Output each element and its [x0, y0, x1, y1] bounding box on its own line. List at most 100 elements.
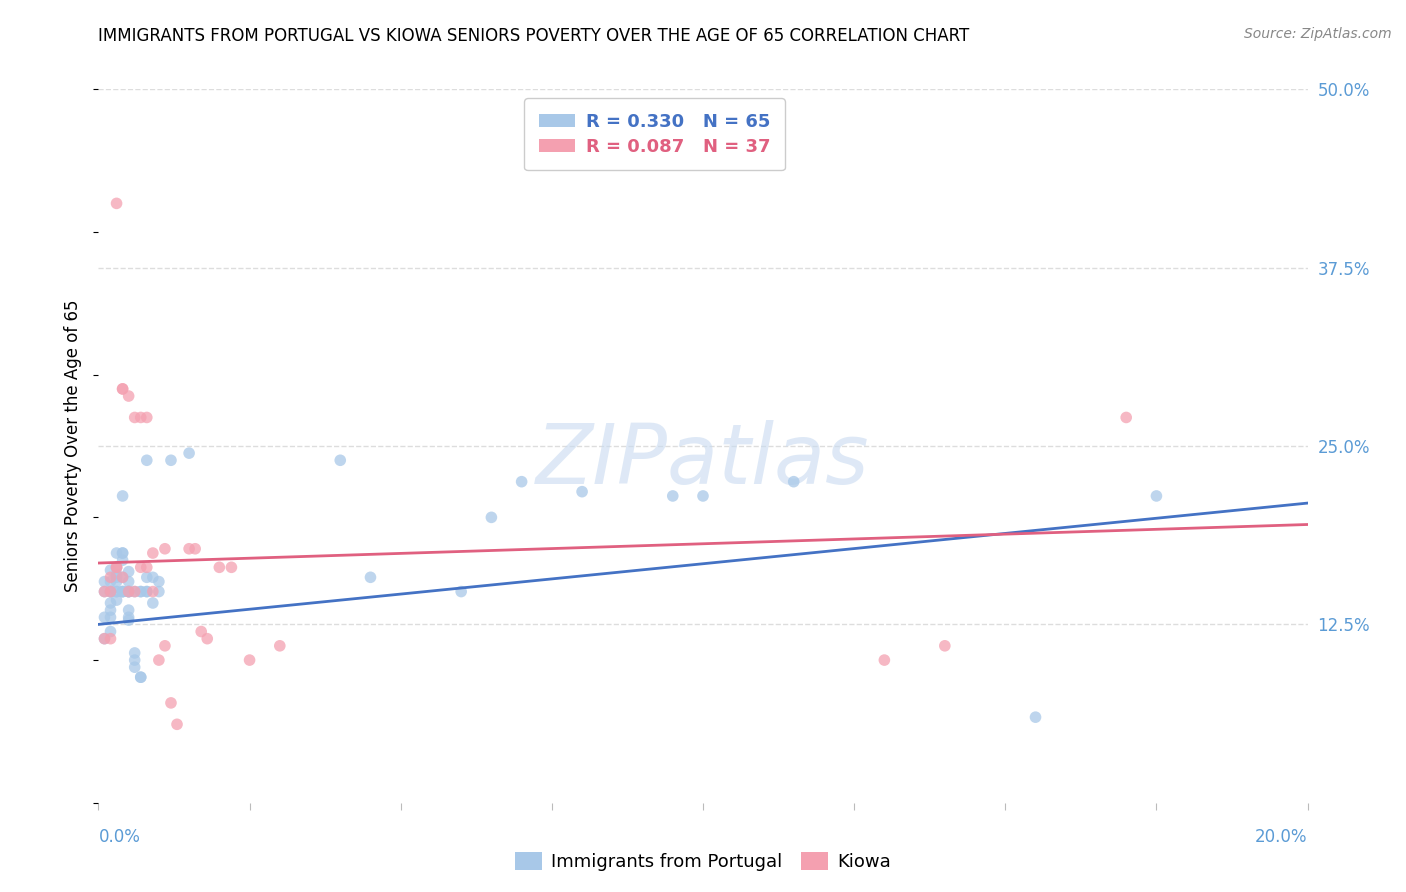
Point — [93, 584, 115, 599]
Point — [100, 563, 122, 577]
Point — [124, 410, 146, 425]
Point — [105, 560, 128, 574]
Point — [142, 584, 165, 599]
Point — [111, 570, 134, 584]
Point — [135, 453, 157, 467]
Point — [510, 475, 533, 489]
Point — [100, 596, 122, 610]
Point — [129, 670, 152, 684]
Point — [111, 584, 134, 599]
Point — [148, 584, 170, 599]
Point — [873, 653, 896, 667]
Point — [934, 639, 956, 653]
Point — [481, 510, 503, 524]
Point — [111, 489, 134, 503]
Point — [111, 382, 134, 396]
Point — [105, 560, 128, 574]
Point — [118, 584, 141, 599]
Point — [148, 574, 170, 589]
Point — [135, 410, 157, 425]
Point — [100, 584, 122, 599]
Point — [118, 574, 141, 589]
Point — [124, 584, 146, 599]
Point — [105, 567, 128, 582]
Point — [221, 560, 243, 574]
Point — [142, 596, 165, 610]
Point — [93, 632, 115, 646]
Point — [105, 546, 128, 560]
Point — [93, 574, 115, 589]
Point — [105, 584, 128, 599]
Point — [450, 584, 472, 599]
Point — [100, 570, 122, 584]
Point — [1115, 410, 1137, 425]
Point — [105, 196, 128, 211]
Point — [135, 560, 157, 574]
Point — [100, 610, 122, 624]
Point — [360, 570, 382, 584]
Point — [124, 584, 146, 599]
Point — [135, 584, 157, 599]
Point — [118, 584, 141, 599]
Point — [111, 584, 134, 599]
Point — [105, 574, 128, 589]
Point — [148, 653, 170, 667]
Point — [105, 570, 128, 584]
Point — [129, 410, 152, 425]
Point — [111, 584, 134, 599]
Point — [118, 584, 141, 599]
Text: IMMIGRANTS FROM PORTUGAL VS KIOWA SENIORS POVERTY OVER THE AGE OF 65 CORRELATION: IMMIGRANTS FROM PORTUGAL VS KIOWA SENIOR… — [98, 27, 970, 45]
Y-axis label: Seniors Poverty Over the Age of 65: Seniors Poverty Over the Age of 65 — [65, 300, 83, 592]
Point — [100, 632, 122, 646]
Point — [129, 560, 152, 574]
Point — [692, 489, 714, 503]
Point — [129, 584, 152, 599]
Legend: R = 0.330   N = 65, R = 0.087   N = 37: R = 0.330 N = 65, R = 0.087 N = 37 — [524, 98, 785, 170]
Point — [135, 584, 157, 599]
Point — [93, 632, 115, 646]
Text: Source: ZipAtlas.com: Source: ZipAtlas.com — [1244, 27, 1392, 41]
Point — [100, 574, 122, 589]
Point — [190, 624, 212, 639]
Point — [179, 446, 201, 460]
Point — [571, 484, 593, 499]
Point — [179, 541, 201, 556]
Point — [1024, 710, 1046, 724]
Point — [160, 696, 183, 710]
Point — [208, 560, 231, 574]
Point — [118, 613, 141, 627]
Point — [100, 584, 122, 599]
Point — [142, 570, 165, 584]
Point — [195, 632, 218, 646]
Point — [118, 610, 141, 624]
Point — [124, 646, 146, 660]
Point — [153, 541, 176, 556]
Point — [135, 570, 157, 584]
Point — [118, 584, 141, 599]
Point — [153, 639, 176, 653]
Point — [111, 570, 134, 584]
Point — [105, 584, 128, 599]
Text: 20.0%: 20.0% — [1256, 828, 1308, 846]
Point — [93, 610, 115, 624]
Point — [783, 475, 806, 489]
Point — [142, 546, 165, 560]
Point — [129, 670, 152, 684]
Point — [166, 717, 188, 731]
Point — [111, 546, 134, 560]
Point — [105, 593, 128, 607]
Point — [269, 639, 291, 653]
Point — [105, 560, 128, 574]
Point — [661, 489, 683, 503]
Point — [118, 603, 141, 617]
Point — [111, 553, 134, 567]
Point — [118, 389, 141, 403]
Point — [1144, 489, 1167, 503]
Point — [93, 584, 115, 599]
Text: ZIPatlas: ZIPatlas — [536, 420, 870, 500]
Point — [239, 653, 262, 667]
Point — [111, 382, 134, 396]
Point — [129, 584, 152, 599]
Point — [184, 541, 207, 556]
Point — [124, 653, 146, 667]
